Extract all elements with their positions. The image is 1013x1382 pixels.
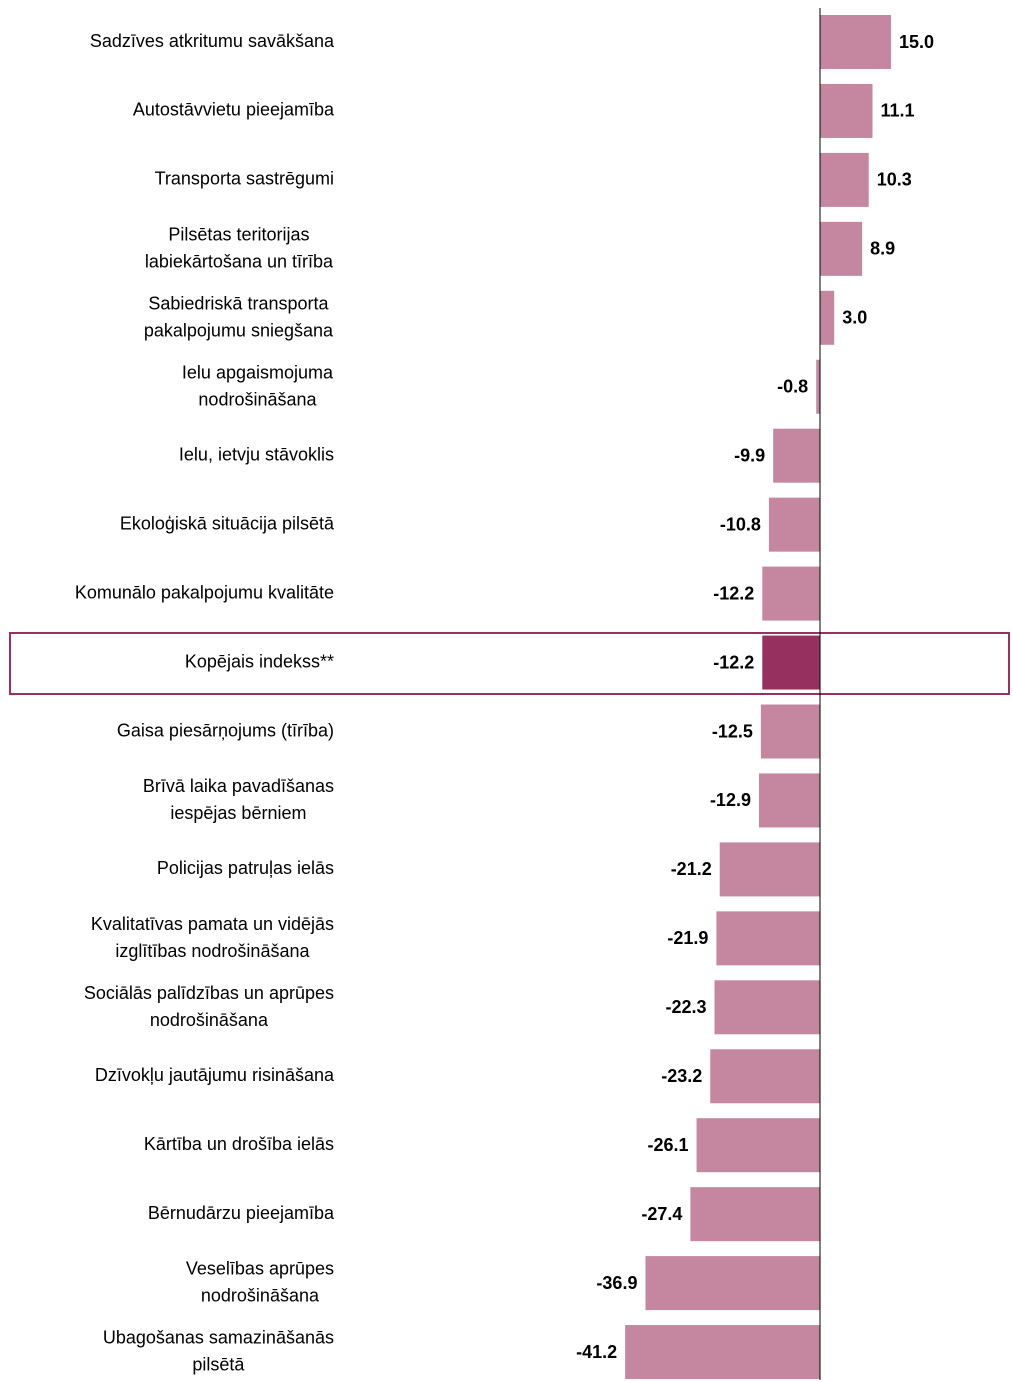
value-label: -21.9	[667, 928, 708, 948]
bar	[719, 842, 820, 897]
bar	[714, 980, 820, 1035]
category-label-line: Sociālās palīdzības un aprūpes	[84, 983, 334, 1003]
value-label: -22.3	[665, 997, 706, 1017]
category-label-line: pakalpojumu sniegšana	[144, 320, 334, 340]
bar	[820, 15, 891, 69]
value-label: -41.2	[576, 1342, 617, 1362]
category-label: Ubagošanas samazināšanās pilsētā	[103, 1327, 334, 1374]
value-label: -27.4	[641, 1204, 682, 1224]
bar	[762, 635, 820, 690]
value-label: -9.9	[734, 445, 765, 465]
value-label: -12.2	[713, 652, 754, 672]
bar	[625, 1325, 820, 1380]
category-label-line: Brīvā laika pavadīšanas	[143, 776, 334, 796]
category-label-line: Pilsētas teritorijas	[168, 224, 309, 244]
category-label-line: nodrošināšana	[201, 1285, 320, 1305]
category-label-line: Sabiedriskā transporta	[148, 293, 329, 313]
bar	[820, 152, 869, 207]
value-label: -12.9	[710, 790, 751, 810]
value-label: 8.9	[870, 239, 895, 259]
value-label: -0.8	[777, 377, 808, 397]
category-label: Pilsētas teritorijas labiekārtošana un tī…	[145, 224, 334, 271]
highlight-frame	[9, 632, 1010, 695]
category-label-line: Kvalitatīvas pamata un vidējās	[91, 914, 334, 934]
bar	[816, 359, 820, 414]
bar	[696, 1118, 820, 1173]
bar	[645, 1256, 820, 1311]
value-label: 10.3	[877, 170, 912, 190]
category-label: Komunālo pakalpojumu kvalitāte	[75, 582, 334, 602]
bar	[758, 773, 820, 828]
category-label: Dzīvokļu jautājumu risināšana	[95, 1065, 335, 1085]
category-label: Sociālās palīdzības un aprūpes nodrošināš…	[84, 983, 334, 1030]
value-label: -36.9	[596, 1273, 637, 1293]
bar	[820, 290, 835, 345]
category-label: Gaisa piesārņojums (tīrība)	[117, 720, 334, 740]
value-label: 15.0	[899, 32, 934, 52]
category-label: Ekoloģiskā situācija pilsētā	[120, 513, 335, 533]
bar	[820, 83, 873, 138]
category-label: Kvalitatīvas pamata un vidējās izglītības…	[91, 914, 334, 961]
category-label: Bērnudārzu pieejamība	[148, 1203, 335, 1223]
category-label-line: izglītības nodrošināšana	[115, 941, 310, 961]
category-label: Brīvā laika pavadīšanas iespējas bērniem	[143, 776, 334, 823]
category-label: Ielu apgaismojuma nodrošināšana	[182, 362, 334, 409]
category-label: Veselības aprūpes nodrošināšana	[186, 1258, 334, 1305]
bar	[820, 221, 863, 276]
value-label: -21.2	[671, 859, 712, 879]
bar	[716, 911, 820, 966]
bar	[773, 428, 820, 483]
category-label-line: iespējas bērniem	[170, 803, 306, 823]
category-label: Ielu, ietvju stāvoklis	[179, 444, 334, 464]
category-label-line: nodrošināšana	[198, 389, 317, 409]
category-label-line: nodrošināšana	[150, 1010, 269, 1030]
category-label: Transporta sastrēgumi	[155, 169, 334, 189]
category-label: Autostāvvietu pieejamība	[133, 100, 335, 120]
bar	[768, 497, 820, 552]
value-label: -12.2	[713, 583, 754, 603]
value-label: -26.1	[648, 1135, 689, 1155]
category-label: Policijas patruļas ielās	[157, 858, 334, 878]
category-label: Kopējais indekss**	[185, 651, 334, 671]
category-label-line: Veselības aprūpes	[186, 1258, 334, 1278]
category-label: Sadzīves atkritumu savākšana	[90, 31, 335, 51]
value-label: -12.5	[712, 721, 753, 741]
value-label: -23.2	[661, 1066, 702, 1086]
bar	[690, 1187, 820, 1242]
value-label: 3.0	[842, 308, 867, 328]
category-label-line: labiekārtošana un tīrība	[145, 251, 334, 271]
category-label-line: Ubagošanas samazināšanās	[103, 1327, 334, 1347]
bar	[762, 566, 820, 621]
category-label-line: Ielu apgaismojuma	[182, 362, 334, 382]
value-label: -10.8	[720, 514, 761, 534]
value-label: 11.1	[881, 101, 915, 121]
bar	[710, 1049, 820, 1104]
category-label: Kārtība un drošība ielās	[144, 1134, 334, 1154]
category-label: Sabiedriskā transporta pakalpojumu sniegš…	[144, 293, 334, 340]
category-label-line: pilsētā	[192, 1354, 245, 1374]
bar	[760, 704, 820, 759]
